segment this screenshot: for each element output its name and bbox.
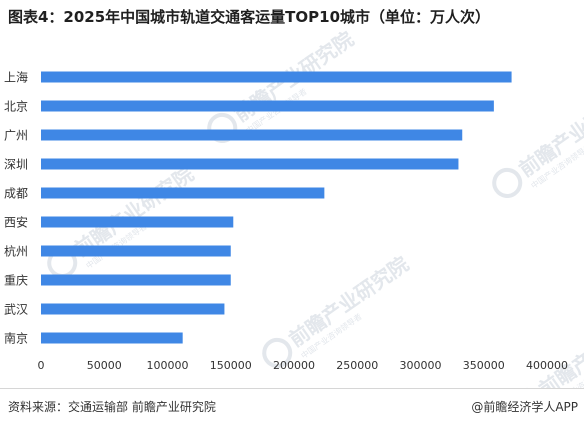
x-tick-labels: 0 50000 100000 150000 200000 250000 300000 3500… — [38, 359, 569, 372]
brand-credit: @前瞻经济学人APP — [471, 400, 578, 414]
x-tick-label: 350000 — [463, 359, 505, 372]
chart-title: 图表4：2025年中国城市轨道交通客运量TOP10城市（单位：万人次） — [8, 8, 491, 26]
chart-area: 前瞻产业研究院中国产业咨询领导者前瞻产业研究院中国产业咨询领导者前瞻产业研究院中… — [4, 27, 584, 418]
bar — [41, 274, 231, 286]
x-tick-label: 50000 — [87, 359, 122, 372]
watermark-text: 前瞻产业研究院 — [285, 252, 413, 352]
category-label: 西安 — [4, 215, 28, 230]
watermark-text: 前瞻产业研究院 — [515, 82, 584, 182]
category-label: 武汉 — [4, 303, 28, 317]
category-label: 杭州 — [4, 244, 28, 259]
category-label: 上海 — [4, 70, 28, 85]
x-tick-label: 250000 — [336, 359, 378, 372]
source-note: 资料来源：交通运输部 前瞻产业研究院 — [8, 400, 216, 414]
x-tick-label: 400000 — [526, 359, 568, 372]
bar — [41, 332, 183, 344]
watermark-text: 前瞻产业研究院 — [535, 302, 584, 388]
category-label: 深圳 — [4, 158, 28, 172]
bars-group — [41, 71, 512, 344]
category-label: 北京 — [4, 100, 28, 114]
category-label: 成都 — [4, 187, 28, 201]
category-label: 南京 — [4, 331, 28, 346]
x-tick-label: 150000 — [210, 359, 252, 372]
x-tick-label: 200000 — [273, 359, 315, 372]
bar — [41, 100, 494, 112]
bar — [41, 129, 463, 141]
bar — [41, 216, 234, 228]
category-label: 广州 — [4, 129, 28, 143]
bar — [41, 187, 325, 199]
footer: 资料来源：交通运输部 前瞻产业研究院 @前瞻经济学人APP — [0, 388, 584, 424]
bar — [41, 303, 225, 315]
x-tick-label: 100000 — [147, 359, 189, 372]
x-tick-label: 0 — [38, 359, 45, 372]
bar-chart: 前瞻产业研究院中国产业咨询领导者前瞻产业研究院中国产业咨询领导者前瞻产业研究院中… — [4, 27, 584, 418]
x-tick-label: 300000 — [400, 359, 442, 372]
bar — [41, 245, 231, 257]
bar — [41, 71, 512, 83]
bar — [41, 158, 459, 170]
category-label: 重庆 — [4, 274, 28, 288]
